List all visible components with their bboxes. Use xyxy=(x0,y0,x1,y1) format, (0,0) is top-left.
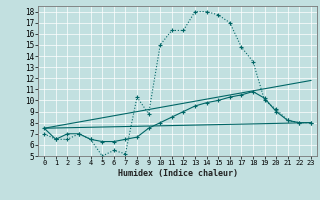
X-axis label: Humidex (Indice chaleur): Humidex (Indice chaleur) xyxy=(118,169,238,178)
